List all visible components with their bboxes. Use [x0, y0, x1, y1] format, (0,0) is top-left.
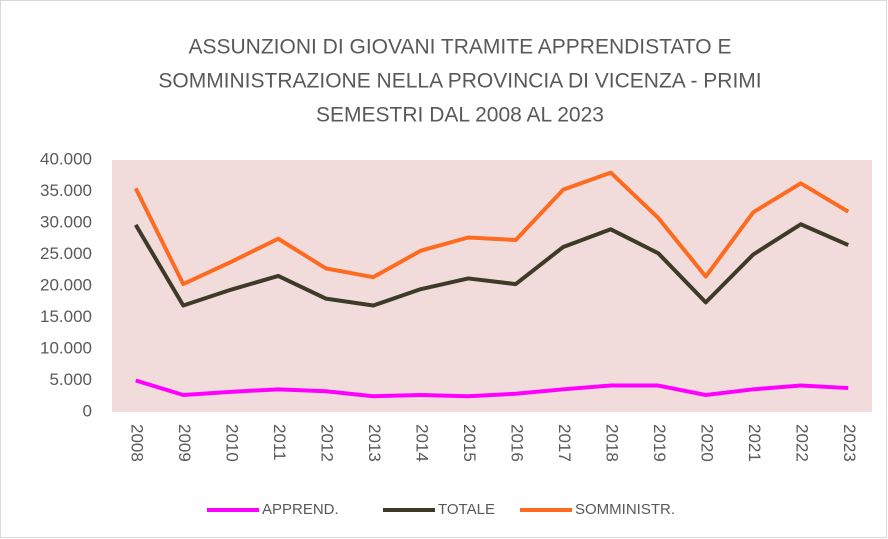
x-tick-label: 2023 [840, 424, 859, 462]
chart-title: ASSUNZIONI DI GIOVANI TRAMITE APPRENDIST… [189, 36, 732, 59]
y-tick-label: 30.000 [40, 212, 92, 231]
x-tick-label: 2017 [555, 424, 574, 462]
y-tick-label: 25.000 [40, 244, 92, 263]
x-tick-label: 2020 [697, 424, 716, 462]
x-tick-label: 2008 [127, 424, 146, 462]
legend-label: TOTALE [438, 501, 495, 518]
x-tick-label: 2022 [792, 424, 811, 462]
x-tick-label: 2012 [317, 424, 336, 462]
chart-title: SOMMINISTRAZIONE NELLA PROVINCIA DI VICE… [158, 70, 761, 93]
series-line [133, 170, 850, 287]
x-tick-label: 2009 [175, 424, 194, 462]
x-tick-label: 2021 [745, 424, 764, 462]
series-line [134, 222, 850, 308]
y-tick-label: 10.000 [40, 338, 92, 357]
y-tick-label: 15.000 [40, 307, 92, 326]
x-tick-label: 2014 [412, 424, 431, 462]
legend-label: APPREND. [262, 501, 339, 518]
y-tick-label: 35.000 [40, 181, 92, 200]
y-tick-label: 0 [83, 401, 92, 420]
y-tick-label: 5.000 [49, 370, 92, 389]
x-tick-label: 2018 [602, 424, 621, 462]
x-tick-label: 2019 [650, 424, 669, 462]
x-tick-label: 2013 [365, 424, 384, 462]
y-tick-label: 20.000 [40, 275, 92, 294]
chart-title: SEMESTRI DAL 2008 AL 2023 [316, 104, 604, 127]
x-tick-label: 2011 [270, 424, 289, 461]
plot-area [112, 160, 872, 412]
y-tick-label: 40.000 [40, 149, 92, 168]
x-tick-label: 2015 [460, 424, 479, 462]
legend-label: SOMMINISTR. [575, 501, 675, 518]
x-tick-label: 2010 [222, 424, 241, 462]
series-line [135, 378, 849, 399]
x-tick-label: 2016 [507, 424, 526, 462]
